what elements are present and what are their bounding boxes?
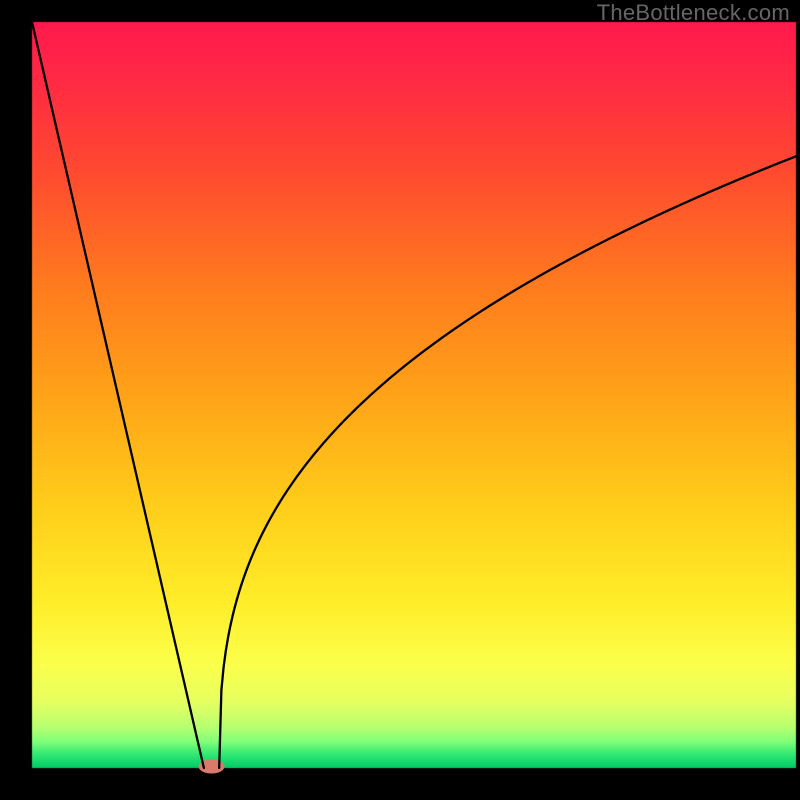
bottleneck-gradient-chart bbox=[0, 0, 800, 800]
watermark-text: TheBottleneck.com bbox=[597, 0, 790, 26]
chart-container: TheBottleneck.com bbox=[0, 0, 800, 800]
